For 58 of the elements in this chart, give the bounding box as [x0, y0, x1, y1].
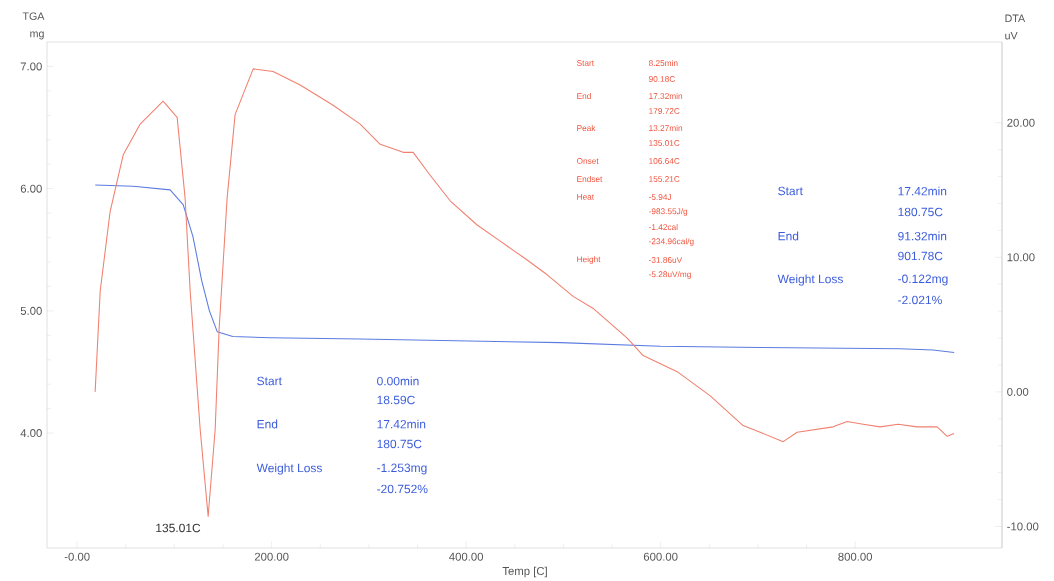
annotation: Heat: [577, 194, 594, 200]
annotation: 135.01C: [156, 523, 201, 533]
annotation: -1.253mg: [377, 463, 427, 475]
line-series: [94, 184, 955, 353]
annotation: 91.32min: [898, 231, 947, 241]
annotation: 8.25min: [648, 59, 678, 67]
y-tick-label: 7.00: [20, 62, 42, 71]
annotation: 179.72C: [649, 108, 680, 114]
annotation: Weight Loss: [256, 463, 322, 475]
x-tick-label: 200.00: [254, 552, 289, 561]
annotation: -1.42cal: [648, 223, 678, 231]
line-series: [94, 68, 955, 517]
annotation: Start: [257, 376, 282, 386]
annotation: 106.64C: [649, 158, 680, 164]
y2-tick-label: 10.00: [1007, 253, 1035, 262]
annotation: 17.42min: [898, 186, 947, 196]
annotation: 17.42min: [377, 419, 426, 429]
annotation: -2.021%: [898, 295, 942, 305]
annotation: 135.01C: [649, 140, 680, 146]
x-tick-label: -0.00: [64, 552, 90, 561]
annotation: Height: [577, 256, 601, 264]
annotation: -5.94J: [648, 194, 671, 200]
annotation: 18.59C: [377, 395, 415, 405]
annotation: 90.18C: [649, 76, 675, 82]
annotation: Endset: [577, 175, 603, 183]
annotation: Onset: [577, 158, 599, 164]
x-tick-label: 600.00: [643, 552, 678, 561]
y2-tick-label: 20.00: [1007, 118, 1035, 127]
annotation: -0.122mg: [898, 274, 948, 286]
annotation: 155.21C: [649, 176, 680, 182]
x-axis-title: Temp [C]: [502, 566, 547, 578]
annotation: 180.75C: [377, 439, 422, 449]
annotation: End: [778, 231, 799, 241]
annotation: 0.00min: [377, 376, 419, 386]
y-axis-title: TGA mg: [22, 12, 45, 40]
annotation: 180.75C: [898, 207, 943, 217]
annotation: -31.86uV: [648, 257, 683, 263]
y2-axis-title: DTA uV: [1005, 14, 1026, 40]
x-tick-label: 800.00: [838, 552, 873, 561]
y2-tick-label: -10.00: [1007, 522, 1039, 531]
annotation: End: [257, 419, 278, 429]
annotation: 17.32min: [649, 92, 683, 100]
annotation: Peak: [577, 124, 596, 132]
annotation: 901.78C: [898, 251, 943, 261]
annotation: Start: [778, 186, 803, 196]
y-tick-label: 4.00: [20, 429, 42, 438]
y-tick-label: 5.00: [20, 306, 42, 315]
annotation: -20.752%: [377, 484, 428, 494]
annotation: 13.27min: [649, 124, 683, 132]
annotation: -983.55J/g: [648, 208, 688, 216]
x-tick-label: 400.00: [449, 552, 484, 561]
annotation: Weight Loss: [777, 274, 843, 286]
y-tick-label: 6.00: [20, 184, 42, 193]
y2-tick-label: 0.00: [1007, 387, 1029, 396]
annotation: -5.28uV/mg: [648, 271, 691, 279]
annotation: End: [577, 92, 591, 100]
annotation: Start: [576, 60, 594, 66]
annotation: -234.96cal/g: [648, 238, 694, 246]
